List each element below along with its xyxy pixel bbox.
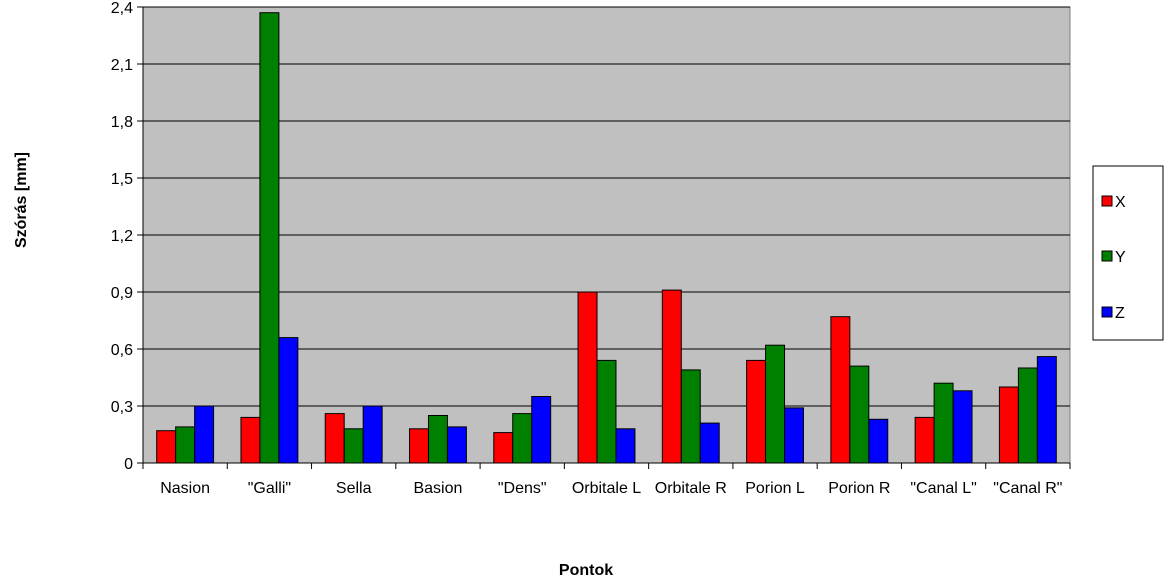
y-tick-label: 1,2 [111, 228, 133, 245]
x-tick-label: "Dens" [498, 480, 547, 497]
bar-y [512, 413, 533, 464]
x-tick-labels: Nasion "Galli" Sella Basion "Dens" Orbitale L… [160, 480, 1062, 497]
bar-y [849, 365, 870, 464]
legend-swatch-y [1101, 250, 1113, 262]
legend-label-x: X [1115, 194, 1126, 211]
bar-z [278, 337, 299, 464]
legend-swatch-x [1101, 195, 1113, 207]
bar-z [699, 422, 720, 464]
x-tick-label: "Canal R" [993, 480, 1062, 497]
bar-x [493, 432, 514, 464]
x-tick-label: Porion R [828, 480, 890, 497]
bar-z [531, 396, 552, 464]
y-tick-label: 1,8 [111, 114, 133, 131]
y-tick-label: 2,4 [111, 0, 133, 17]
bar-x [661, 289, 682, 464]
bar-x [409, 428, 429, 464]
y-tick-label: 1,5 [111, 171, 133, 188]
bar-x [156, 430, 177, 464]
y-tick-label: 2,1 [111, 57, 133, 74]
legend-label-z: Z [1115, 305, 1125, 322]
bar-y [933, 382, 954, 464]
y-tick-label: 0,9 [111, 285, 133, 302]
legend-label-y: Y [1115, 249, 1126, 266]
bar-z [868, 418, 889, 464]
bar-z [784, 407, 804, 464]
y-tick-label: 0,3 [111, 399, 133, 416]
y-tick-label: 0,6 [111, 342, 133, 359]
bar-x [240, 416, 261, 464]
bar-x [998, 386, 1019, 464]
x-tick-label: "Canal L" [910, 480, 977, 497]
bar-x [324, 413, 345, 464]
x-tick-label: Nasion [160, 480, 210, 497]
x-tick-label: Basion [413, 480, 462, 497]
bar-x [746, 359, 767, 464]
bar-y [343, 428, 364, 464]
bar-y [427, 415, 448, 464]
bar-y [765, 344, 786, 464]
bar-z [1036, 356, 1057, 464]
legend-swatch-z [1101, 306, 1113, 318]
bar-z [194, 405, 215, 464]
bar-y [680, 369, 701, 464]
axes [137, 6, 1071, 469]
bar-y [596, 359, 617, 464]
bar-z [615, 428, 636, 464]
bar-z [362, 405, 383, 464]
x-axis-title: Pontok [559, 562, 613, 579]
bar-x [830, 316, 851, 464]
bar-x [914, 416, 935, 464]
y-axis-title: Szórás [mm] [13, 152, 30, 248]
bar-y [1017, 367, 1038, 464]
x-tick-label: Orbitale L [572, 480, 641, 497]
x-tick-label: Orbitale R [655, 480, 727, 497]
bar-x [577, 291, 598, 464]
legend: X Y Z [1092, 165, 1164, 341]
x-tick-label: Porion L [745, 480, 805, 497]
bar-z [952, 390, 973, 464]
x-tick-label: "Galli" [248, 480, 291, 497]
y-tick-label: 0 [124, 456, 133, 473]
y-tick-labels: 0 0,3 0,6 0,9 1,2 1,5 1,8 2,1 2,4 [111, 0, 133, 473]
bar-z [446, 426, 467, 464]
bar-y [175, 426, 196, 464]
bars [156, 12, 1057, 464]
bar-y [259, 12, 280, 464]
x-tick-label: Sella [336, 480, 372, 497]
